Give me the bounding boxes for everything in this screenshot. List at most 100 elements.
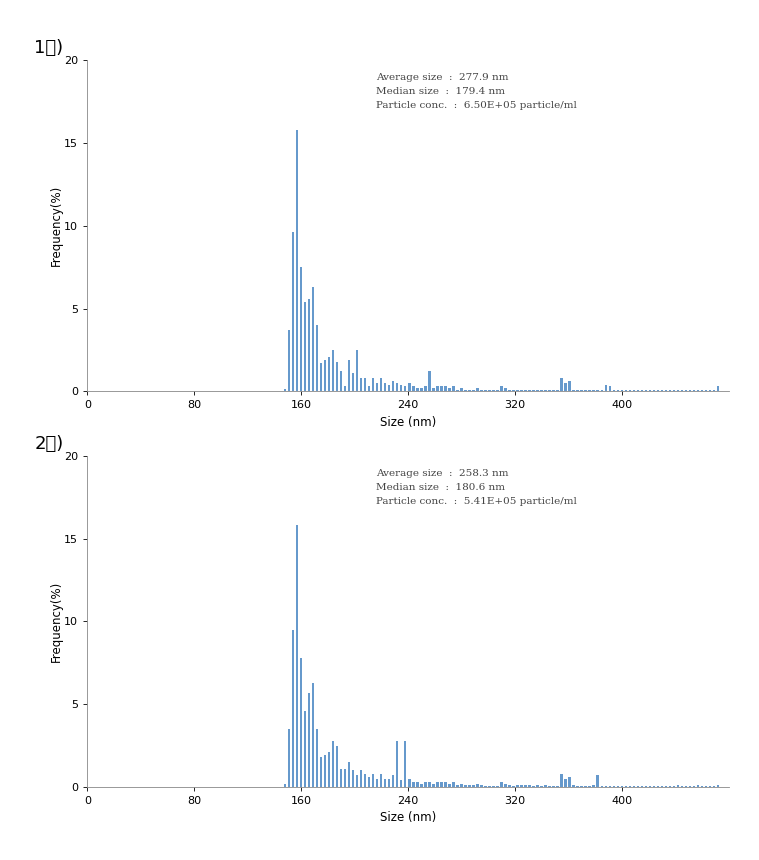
Bar — [568, 777, 571, 787]
Bar — [340, 372, 342, 391]
Bar — [412, 386, 414, 391]
Bar — [344, 386, 346, 391]
Bar — [304, 710, 307, 787]
Bar — [452, 386, 455, 391]
Bar — [716, 785, 720, 787]
Bar — [336, 361, 339, 391]
Bar — [476, 783, 479, 787]
Bar — [344, 769, 346, 787]
Bar — [328, 357, 330, 391]
Bar — [328, 752, 330, 787]
Bar — [308, 298, 310, 391]
Bar — [560, 378, 563, 391]
Bar — [572, 785, 575, 787]
Bar — [448, 388, 451, 391]
Bar — [396, 740, 398, 787]
Bar — [677, 785, 679, 787]
Bar — [376, 778, 379, 787]
Bar — [388, 384, 390, 391]
Bar — [380, 774, 383, 787]
Bar — [380, 378, 383, 391]
Bar — [372, 378, 374, 391]
Bar — [384, 778, 386, 787]
Bar — [504, 388, 507, 391]
Bar — [388, 778, 390, 787]
Bar — [432, 388, 435, 391]
Text: Average size  :  258.3 nm
Median size  :  180.6 nm
Particle conc.  :  5.41E+05 p: Average size : 258.3 nm Median size : 18… — [376, 469, 577, 506]
Bar — [364, 774, 367, 787]
Bar — [392, 776, 395, 787]
Bar — [452, 782, 455, 787]
Bar — [320, 363, 323, 391]
Bar — [408, 778, 411, 787]
Bar — [364, 378, 367, 391]
Bar — [376, 383, 379, 391]
Bar — [697, 390, 699, 391]
Bar — [516, 390, 518, 391]
Bar — [593, 785, 595, 787]
Bar — [480, 785, 483, 787]
Bar — [296, 130, 298, 391]
Bar — [436, 782, 439, 787]
X-axis label: Size (nm): Size (nm) — [380, 812, 436, 825]
Bar — [308, 692, 310, 787]
Bar — [324, 755, 326, 787]
Bar — [360, 771, 362, 787]
Bar — [472, 785, 474, 787]
Bar — [440, 782, 442, 787]
Bar — [348, 359, 351, 391]
X-axis label: Size (nm): Size (nm) — [380, 416, 436, 429]
Bar — [284, 389, 286, 391]
Bar — [609, 386, 611, 391]
Bar — [565, 778, 567, 787]
Bar — [420, 388, 423, 391]
Bar — [509, 785, 511, 787]
Bar — [465, 390, 467, 391]
Bar — [300, 658, 302, 787]
Text: 1차): 1차) — [34, 40, 63, 58]
Bar — [420, 783, 423, 787]
Text: Average size  :  277.9 nm
Median size  :  179.4 nm
Particle conc.  :  6.50E+05 p: Average size : 277.9 nm Median size : 17… — [376, 73, 577, 110]
Bar — [597, 776, 599, 787]
Bar — [604, 384, 607, 391]
Bar — [288, 330, 290, 391]
Bar — [400, 384, 402, 391]
Bar — [392, 381, 395, 391]
Bar — [572, 390, 575, 391]
Bar — [444, 386, 446, 391]
Bar — [332, 740, 335, 787]
Bar — [528, 785, 531, 787]
Bar — [456, 390, 458, 391]
Bar — [476, 388, 479, 391]
Bar — [416, 782, 418, 787]
Bar — [697, 785, 699, 787]
Bar — [428, 372, 430, 391]
Bar — [480, 390, 483, 391]
Bar — [560, 774, 563, 787]
Bar — [352, 771, 354, 787]
Bar — [465, 785, 467, 787]
Bar — [316, 325, 318, 391]
Bar — [544, 785, 546, 787]
Bar — [384, 383, 386, 391]
Bar — [368, 386, 370, 391]
Bar — [360, 378, 362, 391]
Bar — [593, 390, 595, 391]
Bar — [544, 390, 546, 391]
Bar — [472, 390, 474, 391]
Bar — [424, 386, 427, 391]
Bar — [400, 780, 402, 787]
Bar — [292, 630, 294, 787]
Bar — [677, 390, 679, 391]
Bar — [356, 350, 358, 391]
Bar — [396, 383, 398, 391]
Bar — [428, 782, 430, 787]
Bar — [440, 386, 442, 391]
Bar — [304, 302, 307, 391]
Bar — [500, 386, 502, 391]
Bar — [320, 757, 323, 787]
Bar — [460, 388, 463, 391]
Bar — [336, 746, 339, 787]
Bar — [468, 785, 471, 787]
Bar — [521, 390, 523, 391]
